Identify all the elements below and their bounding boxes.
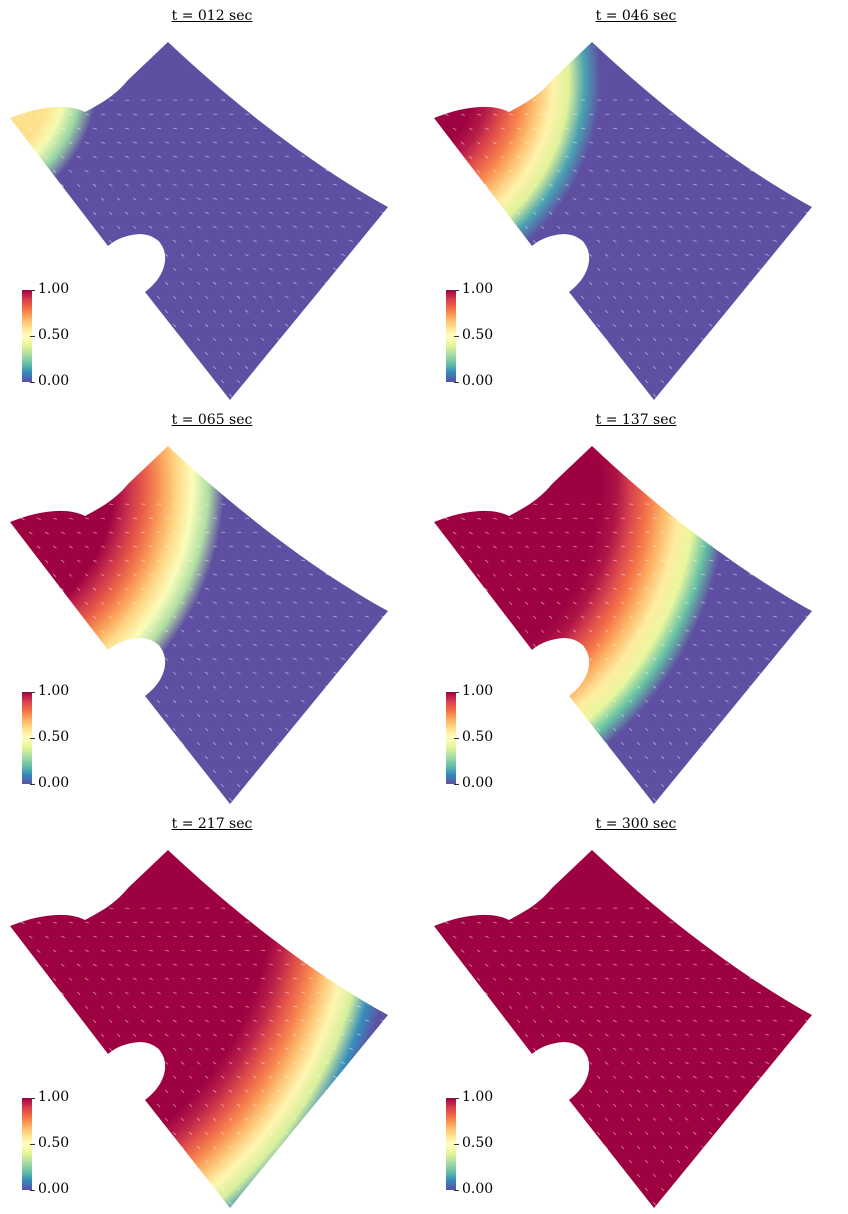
colorbar-tick: [30, 738, 35, 739]
colorbar-tick-label: 1.00: [462, 281, 494, 297]
concentration-field: [434, 446, 812, 804]
concentration-field: [434, 850, 812, 1208]
simulation-panel: t = 137 sec 1.00 0.50 0.00: [424, 404, 848, 808]
colorbar-tick-label: 0.00: [462, 775, 494, 791]
colorbar: [22, 290, 32, 382]
domain-shape: [10, 850, 388, 1208]
concentration-field: [10, 850, 388, 1208]
colorbar-tick-label: 1.00: [38, 281, 70, 297]
colorbar-tick-label: 0.00: [462, 373, 494, 389]
colorbar-tick: [30, 1190, 35, 1191]
colorbar-tick: [30, 784, 35, 785]
concentration-field: [434, 42, 812, 400]
domain-shape: [10, 42, 388, 400]
colorbar-tick-label: 1.00: [462, 683, 494, 699]
panel-title: t = 012 sec: [171, 8, 253, 24]
colorbar-tick: [30, 290, 35, 291]
colorbar-tick-label: 0.50: [38, 327, 70, 343]
colorbar-tick-label: 1.00: [38, 1089, 70, 1105]
colorbar: [446, 692, 456, 784]
colorbar: [22, 1098, 32, 1190]
domain-shape: [434, 42, 812, 400]
concentration-field: [10, 446, 388, 804]
colorbar-tick-label: 0.00: [38, 1181, 70, 1197]
colorbar-tick-label: 0.50: [462, 327, 494, 343]
domain-shape: [434, 850, 812, 1208]
colorbar-tick: [454, 1190, 459, 1191]
colorbar-tick: [454, 738, 459, 739]
colorbar: [22, 692, 32, 784]
colorbar-tick: [454, 382, 459, 383]
colorbar-tick: [454, 290, 459, 291]
colorbar-tick-label: 0.50: [462, 1135, 494, 1151]
colorbar-tick: [30, 692, 35, 693]
colorbar: [446, 290, 456, 382]
colorbar-tick: [454, 1144, 459, 1145]
simulation-panel: t = 012 sec 1.00 0.50 0.00: [0, 0, 424, 404]
colorbar-tick: [30, 382, 35, 383]
simulation-panel: t = 217 sec 1.00 0.50 0.00: [0, 808, 424, 1212]
panel-title: t = 217 sec: [171, 816, 253, 832]
colorbar-tick: [454, 336, 459, 337]
colorbar-tick-label: 1.00: [38, 683, 70, 699]
colorbar-tick-label: 1.00: [462, 1089, 494, 1105]
colorbar-tick-label: 0.00: [38, 775, 70, 791]
colorbar: [446, 1098, 456, 1190]
panel-title: t = 137 sec: [595, 412, 677, 428]
colorbar-tick: [30, 336, 35, 337]
domain-shape: [10, 446, 388, 804]
colorbar-tick-label: 0.50: [462, 729, 494, 745]
simulation-panel: t = 065 sec 1.00 0.50 0.00: [0, 404, 424, 808]
simulation-panel: t = 300 sec 1.00 0.50 0.00: [424, 808, 848, 1212]
colorbar-tick-label: 0.00: [38, 373, 70, 389]
colorbar-tick: [454, 1098, 459, 1099]
colorbar-tick: [30, 1144, 35, 1145]
colorbar-tick: [30, 1098, 35, 1099]
panel-title: t = 065 sec: [171, 412, 253, 428]
domain-shape: [434, 446, 812, 804]
colorbar-tick-label: 0.50: [38, 729, 70, 745]
panel-title: t = 300 sec: [595, 816, 677, 832]
simulation-panel: t = 046 sec 1.00 0.50 0.00: [424, 0, 848, 404]
colorbar-tick-label: 0.00: [462, 1181, 494, 1197]
concentration-field: [10, 42, 388, 400]
colorbar-tick-label: 0.50: [38, 1135, 70, 1151]
colorbar-tick: [454, 784, 459, 785]
panel-title: t = 046 sec: [595, 8, 677, 24]
colorbar-tick: [454, 692, 459, 693]
